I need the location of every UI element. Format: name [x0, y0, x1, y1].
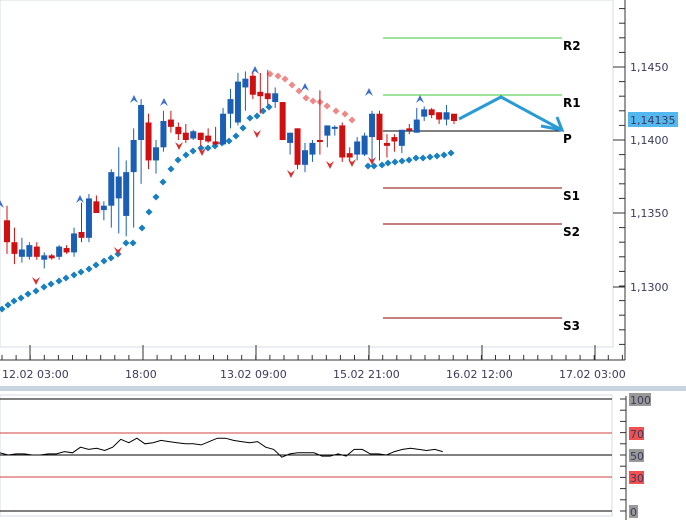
rsi-line: [0, 437, 443, 458]
current-price-badge: [628, 112, 678, 127]
time-label-1: 18:00: [125, 368, 157, 381]
pane-separator[interactable]: [0, 386, 686, 391]
rsi-label-70: 70: [630, 428, 644, 441]
price-chart[interactable]: 1,1450 1,1400 1,1350 1,1300 1,14135 12.0…: [0, 0, 686, 388]
time-axis-ticks: [1, 345, 623, 360]
rsi-badge-100: [629, 393, 651, 406]
pivot-label-r2: R2: [563, 39, 581, 53]
rsi-chart[interactable]: 100 70 50 30 0: [0, 391, 686, 520]
rsi-label-50: 50: [630, 450, 644, 463]
pivot-label-s2: S2: [563, 225, 580, 239]
fractal-markers: [0, 66, 424, 285]
rsi-label-0: 0: [630, 506, 637, 519]
rsi-label-30: 30: [630, 472, 644, 485]
pivot-label-s3: S3: [563, 319, 580, 333]
forecast-arrow-icon[interactable]: [458, 95, 565, 132]
candlestick-series: [4, 69, 457, 269]
pivot-label-s1: S1: [563, 189, 580, 203]
time-label-0: 12.02 03:00: [2, 368, 69, 381]
pivot-label-p: P: [563, 132, 572, 146]
rsi-axis-ticks: [620, 398, 626, 512]
current-price-label: 1,14135: [630, 114, 676, 127]
time-label-5: 17.02 03:00: [559, 368, 626, 381]
price-label-1300: 1,1300: [630, 281, 669, 294]
time-label-2: 13.02 09:00: [220, 368, 287, 381]
rsi-label-100: 100: [630, 394, 651, 407]
time-label-3: 15.02 21:00: [333, 368, 400, 381]
rsi-badge-30: [629, 471, 644, 484]
price-label-1450: 1,1450: [630, 61, 669, 74]
price-label-1400: 1,1400: [630, 134, 669, 147]
rsi-badge-70: [629, 427, 644, 440]
pivot-label-r1: R1: [563, 96, 581, 110]
rsi-badge-50: [629, 449, 644, 462]
price-axis-ticks: [613, 8, 625, 345]
price-label-1350: 1,1350: [630, 207, 669, 220]
plot-area[interactable]: [0, 0, 614, 348]
time-label-4: 16.02 12:00: [446, 368, 513, 381]
rsi-badge-0: [629, 505, 638, 518]
